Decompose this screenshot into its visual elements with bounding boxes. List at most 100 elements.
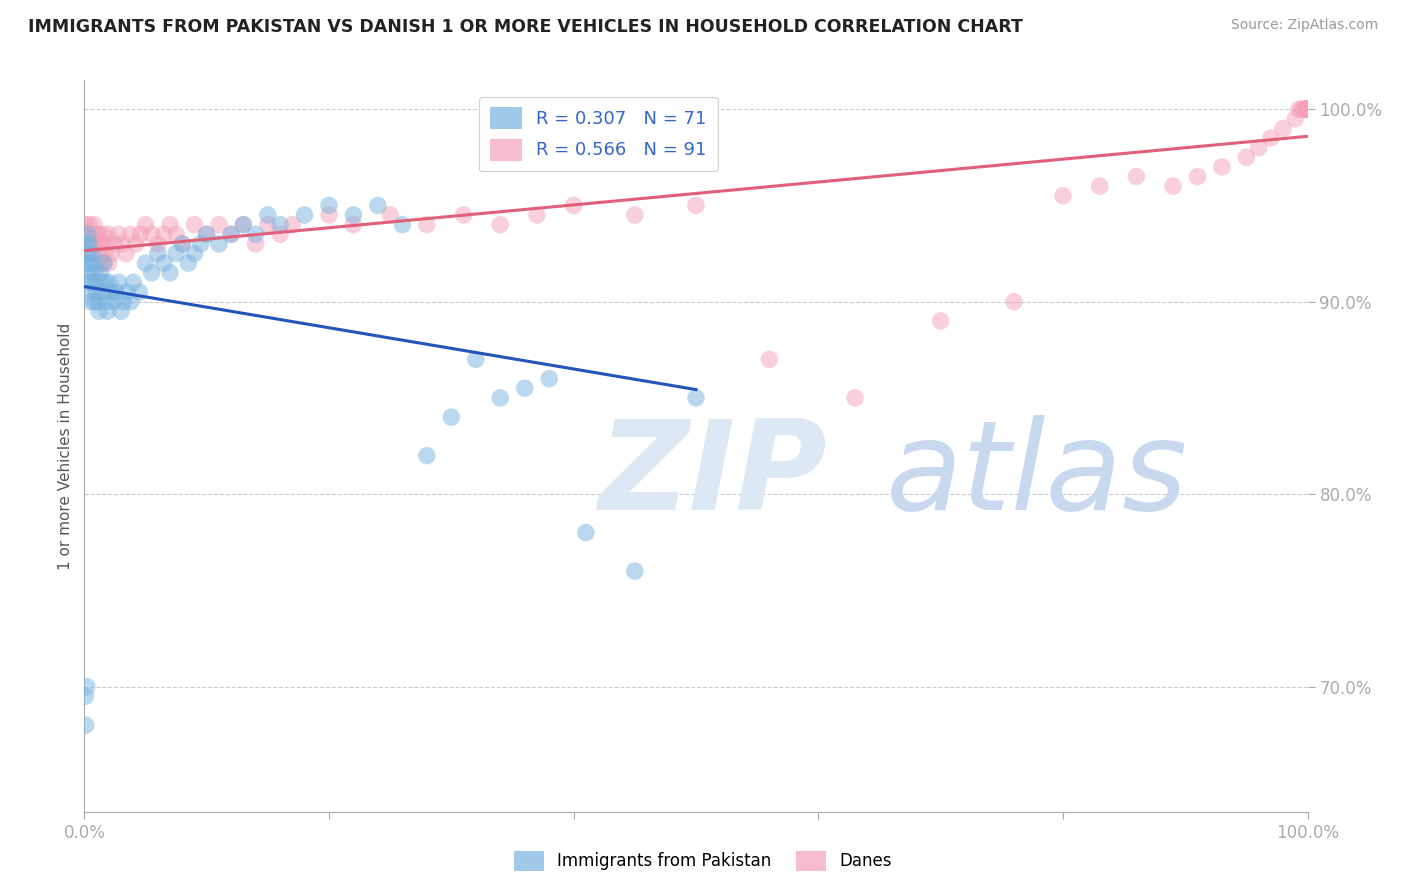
Point	[685, 198, 707, 212]
Point	[80, 276, 103, 290]
Point	[97, 256, 120, 270]
Y-axis label: 1 or more Vehicles in Household: 1 or more Vehicles in Household	[58, 322, 73, 570]
Point	[97, 276, 120, 290]
Point	[538, 371, 561, 385]
Point	[1291, 102, 1313, 116]
Legend: Immigrants from Pakistan, Danes: Immigrants from Pakistan, Danes	[506, 842, 900, 880]
Point	[77, 256, 100, 270]
Point	[257, 218, 280, 232]
Point	[1284, 112, 1306, 126]
Point	[294, 208, 316, 222]
Point	[110, 304, 132, 318]
Point	[96, 236, 118, 251]
Point	[89, 266, 111, 280]
Point	[141, 227, 163, 242]
Point	[440, 410, 463, 425]
Point	[112, 294, 135, 309]
Point	[159, 266, 181, 280]
Point	[685, 391, 707, 405]
Point	[93, 256, 115, 270]
Point	[97, 227, 120, 242]
Point	[1296, 102, 1319, 116]
Point	[1296, 102, 1319, 116]
Point	[75, 218, 97, 232]
Point	[77, 218, 100, 232]
Point	[1296, 102, 1319, 116]
Point	[1296, 102, 1319, 116]
Point	[83, 294, 105, 309]
Point	[183, 246, 205, 260]
Point	[1296, 102, 1319, 116]
Point	[107, 276, 129, 290]
Point	[1296, 102, 1319, 116]
Point	[489, 391, 512, 405]
Point	[90, 276, 112, 290]
Point	[245, 227, 267, 242]
Point	[76, 236, 98, 251]
Point	[342, 208, 364, 222]
Point	[416, 218, 439, 232]
Point	[1272, 121, 1295, 136]
Point	[844, 391, 866, 405]
Point	[232, 218, 254, 232]
Point	[111, 236, 134, 251]
Point	[1296, 102, 1319, 116]
Point	[1296, 102, 1319, 116]
Point	[104, 236, 127, 251]
Point	[82, 236, 104, 251]
Point	[1125, 169, 1147, 184]
Point	[128, 285, 150, 299]
Point	[367, 198, 389, 212]
Point	[91, 227, 114, 242]
Point	[1187, 169, 1209, 184]
Point	[281, 218, 304, 232]
Point	[172, 236, 194, 251]
Point	[115, 285, 138, 299]
Point	[79, 227, 101, 242]
Point	[141, 266, 163, 280]
Point	[1288, 102, 1310, 116]
Point	[391, 218, 413, 232]
Point	[87, 256, 110, 270]
Point	[100, 285, 122, 299]
Point	[135, 256, 157, 270]
Text: Source: ZipAtlas.com: Source: ZipAtlas.com	[1230, 18, 1378, 32]
Point	[91, 285, 114, 299]
Point	[77, 227, 100, 242]
Point	[1296, 102, 1319, 116]
Point	[107, 227, 129, 242]
Point	[153, 256, 176, 270]
Point	[80, 246, 103, 260]
Point	[183, 218, 205, 232]
Point	[100, 246, 122, 260]
Point	[232, 218, 254, 232]
Point	[269, 227, 291, 242]
Point	[80, 246, 103, 260]
Point	[1292, 102, 1315, 116]
Point	[82, 285, 104, 299]
Point	[76, 256, 98, 270]
Point	[84, 227, 107, 242]
Point	[758, 352, 780, 367]
Point	[195, 227, 218, 242]
Point	[77, 236, 100, 251]
Point	[513, 381, 536, 395]
Point	[83, 266, 105, 280]
Point	[1295, 102, 1317, 116]
Point	[219, 227, 242, 242]
Point	[1296, 102, 1319, 116]
Point	[1296, 102, 1319, 116]
Point	[342, 218, 364, 232]
Point	[929, 314, 952, 328]
Point	[129, 227, 152, 242]
Point	[77, 276, 100, 290]
Point	[257, 208, 280, 222]
Point	[208, 218, 231, 232]
Point	[115, 246, 138, 260]
Point	[172, 236, 194, 251]
Point	[1236, 150, 1258, 164]
Point	[87, 227, 110, 242]
Point	[86, 285, 108, 299]
Point	[120, 227, 142, 242]
Point	[219, 227, 242, 242]
